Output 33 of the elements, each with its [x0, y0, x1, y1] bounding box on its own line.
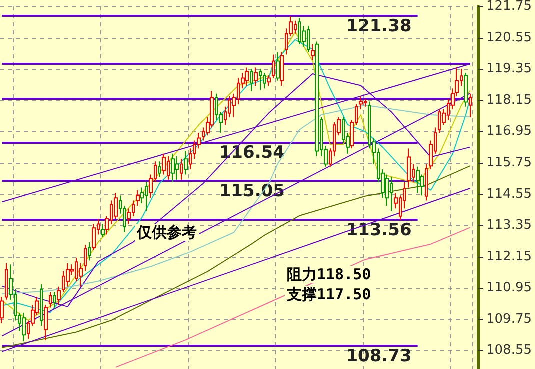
y-tick-label: 114.55	[486, 186, 532, 202]
annotation: 阻力118.50	[287, 266, 372, 284]
annotation: 仅供参考	[136, 224, 197, 242]
ref-line-label: 115.05	[219, 182, 285, 202]
y-tick-label: 112.15	[486, 249, 532, 264]
y-tick-label: 119.35	[486, 62, 532, 77]
ref-line-label: 108.73	[346, 346, 412, 367]
ref-line-label: 113.56	[346, 220, 412, 241]
y-tick-label: 120.55	[486, 30, 532, 46]
ref-line-label: 121.38	[346, 16, 412, 37]
candlestick	[267, 75, 271, 87]
candlestick	[49, 292, 52, 308]
y-tick-label: 121.75	[486, 0, 532, 14]
candlestick	[175, 156, 179, 180]
candlestick	[416, 166, 420, 194]
candlestick	[22, 312, 26, 342]
y-tick-label: 115.75	[486, 155, 532, 170]
y-tick-label: 110.95	[486, 280, 532, 296]
y-tick-label: 118.15	[486, 92, 532, 108]
y-tick-label: 113.35	[486, 218, 532, 234]
candlestick	[280, 52, 284, 87]
candlestick	[407, 148, 411, 188]
candlestick	[359, 96, 363, 110]
annotation: 支撑117.50	[286, 286, 372, 304]
candlestick	[171, 153, 175, 184]
candlestick	[136, 190, 140, 207]
candlestick	[57, 286, 61, 306]
y-tick-label: 108.55	[486, 343, 532, 358]
y-tick-label: 116.95	[486, 124, 532, 140]
candlestick	[84, 244, 87, 272]
candlestick	[315, 41, 319, 157]
y-tick-label: 109.75	[486, 312, 532, 327]
candlestick	[0, 296, 4, 324]
